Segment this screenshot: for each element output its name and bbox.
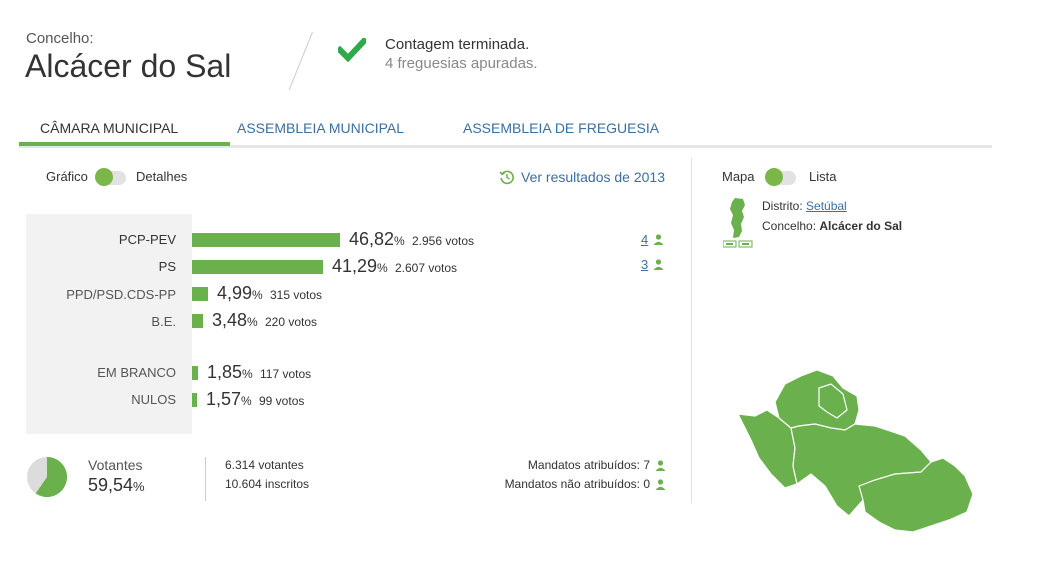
seats-link[interactable]: 3	[641, 257, 664, 272]
results-2013-link[interactable]: Ver resultados de 2013	[499, 169, 665, 185]
tab-camara-municipal[interactable]: CÂMARA MUNICIPAL	[40, 120, 179, 136]
result-votes: 220 votos	[265, 315, 318, 329]
history-icon	[499, 170, 514, 185]
result-bar	[192, 393, 197, 407]
toggle-label-lista: Lista	[809, 169, 837, 184]
parish-north	[774, 369, 860, 431]
panel-divider	[691, 158, 692, 503]
voters-count: 6.314 votantes	[225, 458, 304, 472]
parishes-status: 4 freguesias apuradas.	[385, 55, 538, 72]
toggle-label-detalhes: Detalhes	[136, 169, 188, 184]
person-icon	[655, 459, 666, 471]
result-votes: 2.607 votos	[395, 261, 458, 275]
active-tab-indicator	[19, 142, 230, 146]
result-pct: 46,82%	[349, 229, 405, 249]
party-label: NULOS	[131, 392, 176, 407]
mandates-assigned: Mandatos atribuídos: 7	[528, 458, 666, 472]
party-label: PCP-PEV	[118, 232, 176, 247]
result-bar	[192, 314, 203, 328]
footer-divider	[205, 457, 206, 501]
registered-count: 10.604 inscritos	[225, 477, 310, 491]
concelho-info: Concelho: Alcácer do Sal	[762, 219, 903, 233]
count-status: Contagem terminada.	[385, 36, 530, 53]
municipality-map[interactable]	[735, 366, 975, 534]
distrito-info: Distrito: Setúbal	[762, 199, 847, 213]
turnout-pie	[27, 457, 67, 497]
result-pct: 41,29%	[332, 256, 388, 276]
party-label: EM BRANCO	[97, 365, 176, 380]
result-bar	[192, 260, 323, 274]
distrito-link[interactable]: Setúbal	[806, 199, 847, 213]
toggle-label-mapa: Mapa	[722, 169, 755, 184]
result-votes: 2.956 votos	[412, 234, 475, 248]
result-votes: 117 votos	[260, 367, 312, 381]
result-bar	[192, 366, 198, 380]
parish-center	[818, 383, 848, 419]
turnout-slice	[35, 457, 67, 497]
concelho-name: Alcácer do Sal	[819, 219, 903, 233]
seats-link[interactable]: 4	[641, 232, 664, 247]
result-pct: 1,57%	[206, 389, 252, 409]
result-bar	[192, 233, 340, 247]
result-votes: 99 votos	[259, 394, 305, 408]
mandates-unassigned: Mandatos não atribuídos: 0	[505, 477, 666, 491]
results-2013-label: Ver resultados de 2013	[521, 169, 665, 185]
view-toggle[interactable]	[95, 168, 126, 186]
result-bar	[192, 287, 208, 301]
result-votes: 315 votos	[270, 288, 323, 302]
turnout-label: Votantes	[88, 457, 143, 473]
parish-southeast	[858, 457, 974, 533]
portugal-map-icon[interactable]	[723, 197, 753, 249]
concelho-label: Concelho:	[26, 30, 94, 47]
person-icon	[653, 259, 664, 270]
toggle-label-grafico: Gráfico	[46, 169, 88, 184]
header-divider	[288, 32, 313, 90]
tab-assembleia-freguesia[interactable]: ASSEMBLEIA DE FREGUESIA	[463, 120, 660, 136]
checkmark-icon	[338, 38, 366, 62]
person-icon	[655, 478, 666, 490]
results-chart-labels-panel	[26, 214, 192, 434]
result-pct: 3,48%	[212, 310, 258, 330]
person-icon	[653, 234, 664, 245]
result-pct: 1,85%	[207, 362, 253, 382]
election-tabs: CÂMARA MUNICIPAL ASSEMBLEIA MUNICIPAL AS…	[19, 112, 992, 148]
map-toggle[interactable]	[765, 168, 796, 186]
turnout-pct: 59,54%	[88, 475, 145, 495]
party-label: B.E.	[151, 314, 176, 329]
tab-assembleia-municipal[interactable]: ASSEMBLEIA MUNICIPAL	[237, 120, 405, 136]
result-pct: 4,99%	[217, 283, 263, 303]
party-label: PPD/PSD.CDS-PP	[66, 287, 176, 302]
page-title: Alcácer do Sal	[25, 48, 232, 84]
party-label: PS	[158, 259, 176, 274]
